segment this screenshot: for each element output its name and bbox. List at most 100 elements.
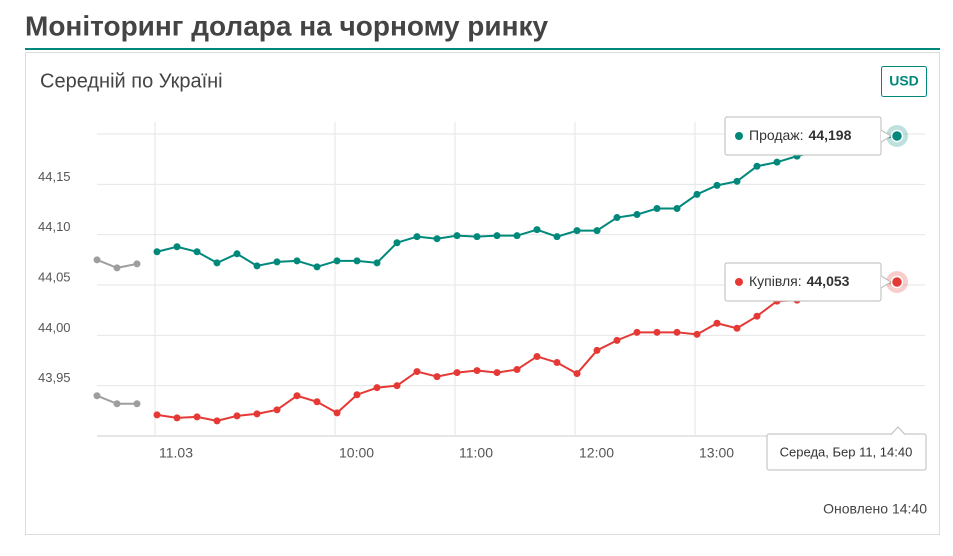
data-point — [173, 414, 181, 422]
data-point — [133, 260, 141, 268]
data-point — [113, 400, 121, 408]
tooltip-value: 44,053 — [807, 273, 850, 289]
tooltip-arrow — [880, 275, 892, 289]
data-point — [93, 256, 101, 264]
hover-point — [890, 275, 904, 289]
data-point — [373, 259, 381, 267]
y-tick-label: 43,95 — [38, 370, 71, 385]
time-tooltip — [766, 433, 927, 471]
tooltip-series-name: Купівля: — [749, 273, 802, 289]
tooltip-arrow — [880, 129, 892, 143]
data-point — [473, 367, 481, 375]
data-point — [273, 258, 281, 266]
x-tick-label: 11:00 — [459, 445, 493, 461]
data-point — [93, 392, 101, 400]
data-point — [533, 226, 541, 234]
data-point — [333, 257, 341, 265]
data-point — [233, 412, 241, 420]
data-point — [733, 324, 741, 332]
data-point — [453, 369, 461, 377]
data-point — [653, 328, 661, 336]
y-tick-label: 44,00 — [38, 320, 71, 335]
data-point — [173, 243, 181, 251]
data-point — [353, 257, 361, 265]
data-point — [753, 162, 761, 170]
data-point — [233, 250, 241, 258]
data-point — [593, 346, 601, 354]
data-point — [753, 312, 761, 320]
hover-point — [890, 129, 904, 143]
data-point — [653, 204, 661, 212]
data-point — [533, 352, 541, 360]
data-point — [453, 232, 461, 240]
data-point — [293, 392, 301, 400]
data-point — [313, 263, 321, 271]
data-point — [633, 328, 641, 336]
data-point — [373, 384, 381, 392]
data-point — [493, 369, 501, 377]
data-point — [153, 411, 161, 419]
data-point — [133, 400, 141, 408]
data-point — [413, 368, 421, 376]
data-point — [593, 227, 601, 235]
data-point — [193, 413, 201, 421]
data-point — [313, 398, 321, 406]
data-point — [433, 373, 441, 381]
data-point — [293, 257, 301, 265]
tooltips: Продаж: 44,198 Купівля: 44,053 Середа, Бер 1… — [724, 116, 927, 471]
data-point — [553, 233, 561, 241]
time-tooltip-text: Середа, Бер 11, 14:40 — [780, 444, 913, 459]
y-tick-label: 44,15 — [38, 169, 71, 184]
data-point — [393, 239, 401, 247]
currency-button-label[interactable]: USD — [889, 73, 919, 89]
data-point — [513, 232, 521, 240]
x-tick-label: 11.03 — [159, 445, 193, 461]
series-line — [156, 280, 898, 422]
data-point — [613, 214, 621, 222]
data-point — [433, 235, 441, 243]
data-point — [193, 248, 201, 256]
data-point — [153, 248, 161, 256]
tooltip-text: Продаж: 44,198 — [749, 127, 852, 143]
data-point — [473, 233, 481, 241]
tooltip-dot — [735, 132, 743, 141]
data-point — [693, 190, 701, 198]
data-point — [213, 259, 221, 267]
data-point — [693, 330, 701, 338]
data-point — [333, 409, 341, 417]
x-tick-label: 12:00 — [579, 445, 614, 461]
data-point — [513, 366, 521, 374]
data-point — [573, 227, 581, 235]
updated-label: Оновлено 14:40 — [823, 501, 927, 517]
data-point — [613, 336, 621, 344]
data-point — [553, 359, 561, 367]
x-tick-label: 10:00 — [339, 445, 374, 461]
data-point — [713, 319, 721, 327]
data-point — [493, 232, 501, 240]
y-tick-label: 44,05 — [38, 269, 71, 284]
data-point — [673, 328, 681, 336]
y-tick-label: 44,10 — [38, 219, 71, 234]
tooltip-series-name: Продаж: — [749, 127, 804, 143]
data-point — [213, 417, 221, 425]
data-point — [113, 264, 121, 272]
data-point — [393, 382, 401, 390]
card-subtitle: Середній по Україні — [40, 70, 223, 92]
x-tick-label: 13:00 — [699, 445, 734, 461]
data-point — [713, 181, 721, 189]
data-point — [253, 410, 261, 418]
tooltip-value: 44,198 — [809, 127, 852, 143]
currency-button[interactable] — [881, 66, 927, 97]
data-point — [253, 262, 261, 270]
data-point — [733, 177, 741, 185]
time-tooltip-arrow — [890, 426, 906, 435]
data-point — [673, 204, 681, 212]
tooltip-text: Купівля: 44,053 — [749, 273, 850, 289]
page-title: Моніторинг долара на чорному ринку — [25, 10, 549, 41]
data-point — [353, 391, 361, 399]
data-point — [273, 406, 281, 414]
data-point — [573, 370, 581, 378]
data-point — [773, 158, 781, 166]
